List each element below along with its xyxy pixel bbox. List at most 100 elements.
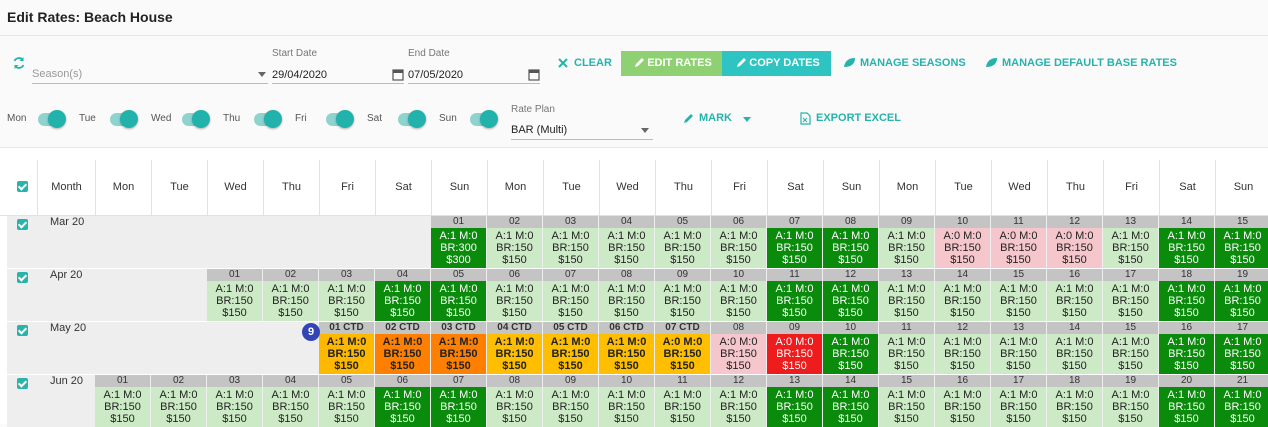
rate-cell[interactable]: 16 A:1 M:0 BR:150 $150: [1159, 322, 1214, 374]
rate-cell[interactable]: 06 A:1 M:0 BR:150 $150: [375, 375, 430, 427]
rate-cell[interactable]: 01 A:1 M:0 BR:150 $150: [95, 375, 150, 427]
clear-button[interactable]: CLEAR: [574, 57, 612, 69]
rate-cell[interactable]: 10 A:1 M:0 BR:150 $150: [823, 322, 878, 374]
rate-cell[interactable]: 02 CTD A:1 M:0 BR:150 $150: [375, 322, 430, 374]
rate-cell[interactable]: 13 A:1 M:0 BR:150 $150: [1103, 216, 1158, 268]
rate-cell[interactable]: 12 A:1 M:0 BR:150 $150: [823, 269, 878, 321]
rate-cell[interactable]: 12 A:0 M:0 BR:150 $150: [1047, 216, 1102, 268]
row-checkbox[interactable]: [17, 378, 28, 389]
rate-cell[interactable]: 06 CTD A:1 M:0 BR:150 $150: [599, 322, 654, 374]
rate-cell[interactable]: 04 A:1 M:0 BR:150 $150: [375, 269, 430, 321]
row-checkbox[interactable]: [17, 272, 28, 283]
rate-cell[interactable]: 15 A:1 M:0 BR:150 $150: [879, 375, 934, 427]
rate-cell[interactable]: 07 CTD A:0 M:0 BR:150 $150: [655, 322, 710, 374]
rate-cell[interactable]: 19 A:1 M:0 BR:150 $150: [1103, 375, 1158, 427]
rate-cell[interactable]: 04 CTD A:1 M:0 BR:150 $150: [487, 322, 542, 374]
row-checkbox[interactable]: [17, 219, 28, 230]
rate-cell[interactable]: 07 A:1 M:0 BR:150 $150: [767, 216, 822, 268]
manage-default-base-rates-button[interactable]: MANAGE DEFAULT BASE RATES: [1002, 57, 1177, 69]
rate-cell[interactable]: 06 A:1 M:0 BR:150 $150: [487, 269, 542, 321]
rate-cell[interactable]: 15 A:1 M:0 BR:150 $150: [1103, 322, 1158, 374]
export-excel-button[interactable]: EXPORT EXCEL: [816, 112, 901, 124]
day-toggle[interactable]: [326, 110, 354, 128]
select-all-checkbox[interactable]: [17, 181, 28, 192]
rate-cell[interactable]: 15 A:1 M:0 BR:150 $150: [991, 269, 1046, 321]
rate-cell[interactable]: 14 A:1 M:0 BR:150 $150: [935, 269, 990, 321]
rate-cell[interactable]: 17 A:1 M:0 BR:150 $150: [1103, 269, 1158, 321]
mark-button[interactable]: MARK: [699, 112, 732, 124]
rate-cell[interactable]: 11 A:1 M:0 BR:150 $150: [767, 269, 822, 321]
season-select[interactable]: Season(s): [32, 68, 83, 80]
rate-cell[interactable]: 08 A:1 M:0 BR:150 $150: [823, 216, 878, 268]
day-toggle[interactable]: [182, 110, 210, 128]
rate-cell[interactable]: 10 A:1 M:0 BR:150 $150: [599, 375, 654, 427]
rate-cell[interactable]: 03 CTD A:1 M:0 BR:150 $150: [431, 322, 486, 374]
rate-cell[interactable]: 02 A:1 M:0 BR:150 $150: [263, 269, 318, 321]
rate-cell[interactable]: 01 A:1 M:0 BR:300 $300: [431, 216, 486, 268]
rate-cell[interactable]: 13 A:1 M:0 BR:150 $150: [991, 322, 1046, 374]
rate-cell[interactable]: 03 A:1 M:0 BR:150 $150: [207, 375, 262, 427]
rate-cell[interactable]: 09 A:1 M:0 BR:150 $150: [879, 216, 934, 268]
rate-cell[interactable]: 14 A:1 M:0 BR:150 $150: [1047, 322, 1102, 374]
row-checkbox[interactable]: [17, 325, 28, 336]
end-date-input[interactable]: 07/05/2020: [408, 69, 464, 81]
rate-cell[interactable]: 11 A:1 M:0 BR:150 $150: [655, 375, 710, 427]
rate-cell[interactable]: 18 A:1 M:0 BR:150 $150: [1047, 375, 1102, 427]
rate-cell[interactable]: 15 A:1 M:0 BR:150 $150: [1215, 216, 1268, 268]
rate-cell[interactable]: 14 A:1 M:0 BR:150 $150: [1159, 216, 1214, 268]
rate-cell[interactable]: 11 A:0 M:0 BR:150 $150: [991, 216, 1046, 268]
rate-cell[interactable]: 05 CTD A:1 M:0 BR:150 $150: [543, 322, 598, 374]
rate-cell[interactable]: 11 A:1 M:0 BR:150 $150: [879, 322, 934, 374]
rate-cell[interactable]: 16 A:1 M:0 BR:150 $150: [1047, 269, 1102, 321]
rate-cell[interactable]: 08 A:1 M:0 BR:150 $150: [487, 375, 542, 427]
rate-cell[interactable]: 03 A:1 M:0 BR:150 $150: [543, 216, 598, 268]
day-number: 06: [711, 216, 766, 228]
rate-cell[interactable]: 03 A:1 M:0 BR:150 $150: [319, 269, 374, 321]
start-date-input[interactable]: 29/04/2020: [272, 69, 328, 81]
rate-cell[interactable]: 20 A:1 M:0 BR:150 $150: [1159, 375, 1214, 427]
day-toggle[interactable]: [398, 110, 426, 128]
rate-cell[interactable]: 12 A:1 M:0 BR:150 $150: [711, 375, 766, 427]
rate-cell[interactable]: 05 A:1 M:0 BR:150 $150: [319, 375, 374, 427]
rate-cell[interactable]: 10 A:1 M:0 BR:150 $150: [711, 269, 766, 321]
rate-cell[interactable]: 21 A:1 M:0 BR:150 $150: [1215, 375, 1268, 427]
rate-cell[interactable]: 07 A:1 M:0 BR:150 $150: [431, 375, 486, 427]
manage-seasons-button[interactable]: MANAGE SEASONS: [860, 57, 966, 69]
rate-cell[interactable]: 02 A:1 M:0 BR:150 $150: [487, 216, 542, 268]
rate-cell[interactable]: 09 A:0 M:0 BR:150 $150: [767, 322, 822, 374]
rate-cell[interactable]: 04 A:1 M:0 BR:150 $150: [599, 216, 654, 268]
day-toggle[interactable]: [38, 110, 66, 128]
base-rate: BR:150: [832, 348, 869, 360]
rate-cell[interactable]: 08 A:1 M:0 BR:150 $150: [599, 269, 654, 321]
rate-cell[interactable]: 05 A:1 M:0 BR:150 $150: [655, 216, 710, 268]
rate-cell[interactable]: 09 A:1 M:0 BR:150 $150: [655, 269, 710, 321]
day-toggle[interactable]: [254, 110, 282, 128]
rate-cell[interactable]: 12 A:1 M:0 BR:150 $150: [935, 322, 990, 374]
rate-cell[interactable]: 10 A:0 M:0 BR:150 $150: [935, 216, 990, 268]
rate-cell[interactable]: 09 A:1 M:0 BR:150 $150: [543, 375, 598, 427]
rate-cell[interactable]: 04 A:1 M:0 BR:150 $150: [263, 375, 318, 427]
rate-cell[interactable]: 19 A:1 M:0 BR:150 $150: [1215, 269, 1268, 321]
rate-cell[interactable]: 08 A:0 M:0 BR:150 $150: [711, 322, 766, 374]
rate-cell[interactable]: 16 A:1 M:0 BR:150 $150: [935, 375, 990, 427]
rate-cell[interactable]: 01 A:1 M:0 BR:150 $150: [207, 269, 262, 321]
rate-plan-select[interactable]: BAR (Multi): [511, 124, 568, 136]
refresh-icon[interactable]: [12, 56, 26, 70]
rate-cell[interactable]: 17 A:1 M:0 BR:150 $150: [991, 375, 1046, 427]
rate-cell[interactable]: 07 A:1 M:0 BR:150 $150: [543, 269, 598, 321]
rate-cell[interactable]: 18 A:1 M:0 BR:150 $150: [1159, 269, 1214, 321]
day-toggle[interactable]: [470, 110, 498, 128]
rate-cell[interactable]: 06 A:1 M:0 BR:150 $150: [711, 216, 766, 268]
rate-cell[interactable]: 02 A:1 M:0 BR:150 $150: [151, 375, 206, 427]
rate-cell[interactable]: 13 A:1 M:0 BR:150 $150: [767, 375, 822, 427]
rate-cell[interactable]: 17 A:1 M:0 BR:150 $150: [1215, 322, 1268, 374]
rate-cell[interactable]: 01 CTD A:1 M:0 BR:150 $150: [319, 322, 374, 374]
rate-cell[interactable]: 05 A:1 M:0 BR:150 $150: [431, 269, 486, 321]
day-toggle[interactable]: [110, 110, 138, 128]
price: $150: [334, 307, 359, 319]
calendar-icon[interactable]: [392, 68, 404, 81]
calendar-icon[interactable]: [528, 68, 540, 81]
rate-cell[interactable]: 14 A:1 M:0 BR:150 $150: [823, 375, 878, 427]
rate-cell[interactable]: 13 A:1 M:0 BR:150 $150: [879, 269, 934, 321]
day-number: 08: [487, 375, 542, 387]
